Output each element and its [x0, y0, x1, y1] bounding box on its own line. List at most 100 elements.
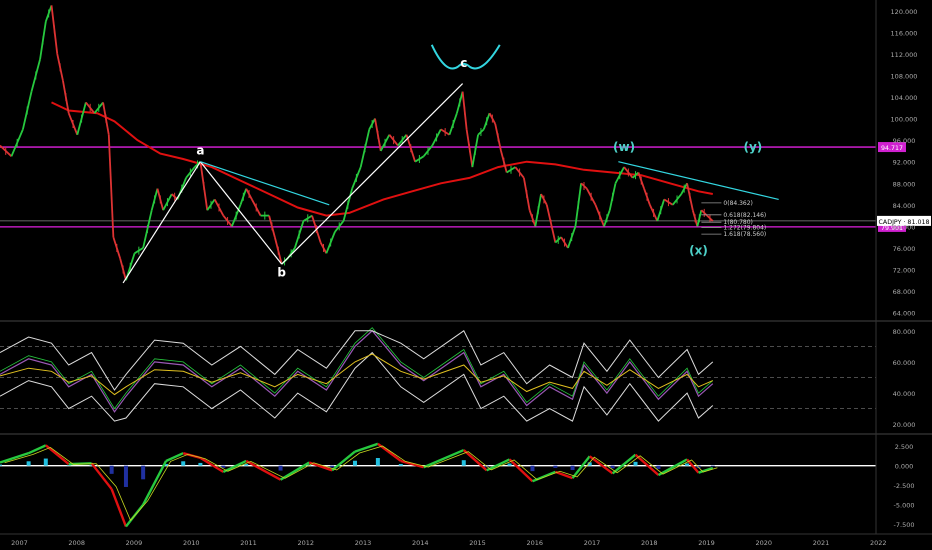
rsi-signal-line: [0, 353, 713, 396]
macd-line-segment: [508, 458, 534, 483]
macd-line-segment: [222, 459, 247, 473]
wave-shape-drawing: [430, 44, 501, 70]
rsi-tick-label: 60.000: [893, 359, 916, 367]
macd-line-segment: [400, 459, 425, 469]
price-tick-label: 68.000: [893, 288, 916, 296]
wave-line: [199, 161, 283, 265]
macd-histogram-bar: [198, 462, 203, 466]
price-tick-label: 112.000: [891, 51, 918, 59]
macd-histogram-bar: [43, 458, 48, 466]
time-tick-label: 2017: [584, 539, 601, 547]
macd-line-segment: [554, 470, 573, 480]
macd-line-segment: [354, 442, 379, 453]
wave-label: b: [277, 265, 286, 279]
fib-level-label: 1.618(78.560): [723, 231, 766, 238]
rsi-upper-band: [0, 330, 714, 391]
price-tick-label: 64.000: [893, 310, 916, 318]
price-tick-label: 88.000: [893, 180, 916, 188]
price-tick-label: 92.000: [893, 159, 916, 167]
macd-histogram-bar: [398, 464, 403, 466]
time-tick-label: 2008: [68, 539, 85, 547]
time-tick-label: 2007: [11, 539, 28, 547]
price-tick-label: 120.000: [891, 8, 918, 16]
rsi-lower-band: [0, 351, 714, 422]
macd-histogram-bar: [181, 461, 186, 466]
macd-tick-label: -5.000: [894, 502, 915, 510]
time-tick-label: 2019: [698, 539, 715, 547]
wave-line: [281, 83, 464, 265]
time-tick-label: 2010: [183, 539, 200, 547]
macd-histogram-bar: [26, 461, 31, 466]
magenta-level-tag: [878, 221, 906, 232]
macd-line-segment: [279, 461, 310, 481]
macd-tick-label: -7.500: [894, 521, 915, 529]
time-tick-label: 2016: [526, 539, 543, 547]
rsi-tick-label: 80.000: [893, 328, 916, 336]
macd-histogram-bar: [610, 465, 615, 469]
macd-signal-line: [4, 445, 718, 522]
macd-line-segment: [698, 466, 714, 474]
macd-histogram-bar: [685, 463, 690, 466]
price-tick-label: 84.000: [893, 202, 916, 210]
macd-line-segment: [634, 453, 660, 476]
time-tick-label: 2022: [870, 539, 887, 547]
macd-histogram-bar: [530, 465, 535, 472]
fib-level-label: 1(80.780): [723, 219, 753, 226]
price-tick-label: 116.000: [891, 29, 918, 37]
macd-histogram-bar: [461, 460, 466, 466]
macd-line-segment: [589, 455, 614, 475]
fib-level-label: 1.272(79.804): [723, 224, 766, 231]
wave-label: (y): [744, 140, 763, 154]
macd-histogram-bar: [570, 465, 575, 471]
rsi-tick-label: 40.000: [893, 390, 916, 398]
macd-line-segment: [462, 449, 488, 472]
macd-histogram-bar: [141, 465, 146, 480]
macd-histogram-bar: [0, 464, 2, 466]
macd-line-segment: [199, 456, 224, 473]
time-tick-label: 2018: [641, 539, 658, 547]
time-tick-label: 2011: [240, 539, 257, 547]
rsi-pane: [0, 327, 876, 422]
price-tick-label: 72.000: [893, 266, 916, 274]
macd-histogram-bar: [278, 465, 283, 471]
fib-level-label: 0(84.362): [723, 200, 753, 207]
macd-histogram-bar: [123, 465, 128, 487]
macd-histogram-bar: [633, 461, 638, 466]
macd-histogram-bar: [66, 465, 71, 466]
macd-histogram-bar: [710, 465, 715, 467]
wave-label: c: [460, 56, 467, 70]
macd-histogram-bar: [109, 465, 114, 474]
macd-line-segment: [90, 462, 113, 490]
moving-average-line: [51, 101, 713, 217]
price-tick-label: 76.000: [893, 245, 916, 253]
price-tick-label: 80.000: [893, 223, 916, 231]
time-tick-label: 2012: [297, 539, 314, 547]
time-tick-label: 2009: [126, 539, 143, 547]
macd-line-segment: [308, 461, 333, 472]
macd-line-segment: [423, 448, 465, 469]
macd-line-segment: [571, 455, 591, 479]
magenta-level-label: 94.717: [881, 145, 903, 152]
macd-line-segment: [331, 450, 356, 472]
magenta-level-label: 79.901: [881, 225, 903, 232]
macd-histogram-bar: [244, 464, 249, 466]
macd-histogram-bar: [352, 460, 357, 466]
macd-histogram-bar: [375, 458, 380, 466]
macd-line-segment: [245, 459, 282, 481]
macd-histogram-bar: [221, 465, 226, 468]
price-tick-label: 96.000: [893, 137, 916, 145]
time-tick-label: 2020: [755, 539, 772, 547]
macd-line-segment: [45, 444, 70, 466]
macd-histogram-bar: [587, 462, 592, 466]
wave-label: (x): [689, 243, 708, 257]
macd-histogram-bar: [553, 465, 558, 468]
macd-tick-label: 0.000: [895, 463, 914, 471]
macd-line-segment: [165, 452, 184, 463]
macd-line-segment: [142, 460, 168, 506]
price-tick-label: 100.000: [891, 116, 918, 124]
wave-line: [122, 161, 201, 284]
rsi-line-secondary: [0, 327, 714, 410]
macd-histogram-bar: [164, 464, 169, 466]
